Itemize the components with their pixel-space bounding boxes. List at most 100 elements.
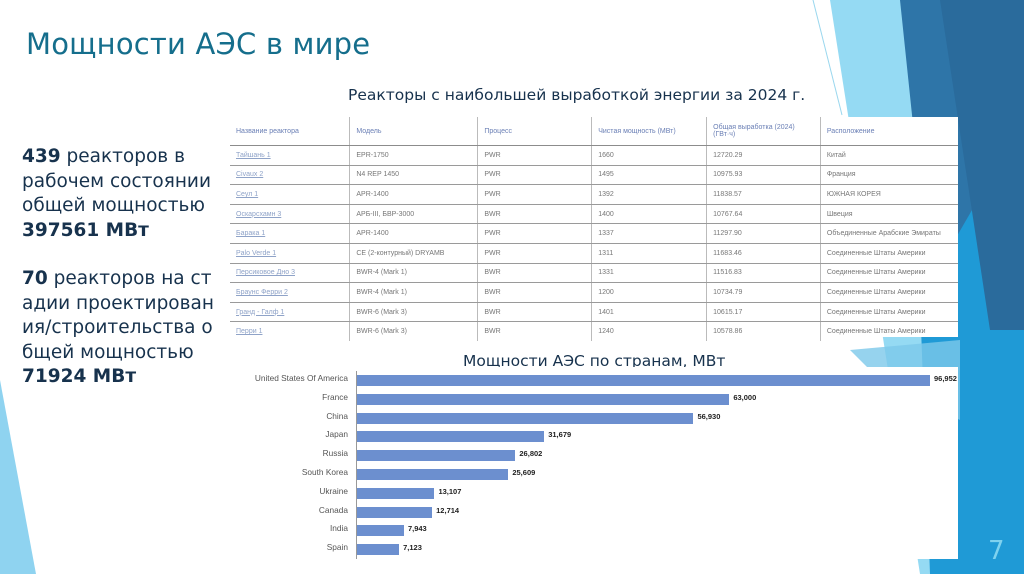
column-header[interactable]: Расположение	[819, 117, 958, 146]
category-label: Russia	[322, 448, 348, 459]
reactors-table: Название реактора Модель Процесс Чистая мощ…	[230, 117, 958, 341]
table-cell: 1311	[591, 243, 707, 264]
reactor-link[interactable]: Барака 1	[230, 223, 350, 244]
table-cell: 10578.86	[706, 321, 821, 341]
table-cell: 11838.57	[706, 184, 821, 205]
table-cell: 10734.79	[706, 282, 821, 303]
table-row: Перри 1 BWR-6 (Mark 3) BWR 1240 10578.86 Соед…	[230, 321, 958, 341]
table-cell: Соединенные Штаты Америки	[819, 263, 958, 284]
table-cell: Швеция	[819, 204, 958, 225]
bar	[357, 506, 433, 518]
planned-count: 70	[22, 268, 48, 289]
chart-row: Russia 26,802	[240, 446, 958, 465]
value-label: 7,123	[403, 543, 422, 553]
chart-row: Spain 7,123	[240, 540, 958, 559]
table-cell: Соединенные Штаты Америки	[819, 243, 958, 264]
table-cell: Соединенные Штаты Америки	[819, 321, 958, 341]
reactor-link[interactable]: Перри 1	[236, 328, 263, 336]
bar	[357, 375, 930, 386]
table-row: Palo Verde 1 CE (2-контурный) DRYAMB PWR 13…	[230, 243, 958, 264]
category-label: United States Of America	[254, 373, 348, 383]
table-row: Гранд - Галф 1 BWR-6 (Mark 3) BWR 1401 10615…	[230, 302, 958, 323]
table-cell: BWR	[477, 302, 592, 323]
bar	[357, 544, 400, 556]
column-header[interactable]: Общая выработка (2024) (ГВт·ч)	[706, 117, 821, 146]
bar	[357, 412, 694, 424]
chart-row: Japan 31,679	[240, 427, 958, 446]
chart-row: Canada 12,714	[240, 503, 958, 522]
column-header[interactable]: Процесс	[477, 117, 592, 146]
table-row: Барака 1 APR-1400 PWR 1337 11297.90 Объединен…	[230, 223, 958, 244]
reactor-link[interactable]: Civaux 2	[230, 165, 350, 186]
table-cell: 1392	[591, 184, 707, 205]
table-cell: BWR	[477, 282, 592, 303]
value-label: 96,952	[934, 374, 957, 383]
table-cell: Соединенные Штаты Америки	[819, 302, 958, 323]
chart-axis	[356, 371, 357, 559]
category-label: Spain	[326, 542, 348, 553]
table-cell: 1240	[591, 321, 707, 341]
table-cell: BWR-4 (Mark 1)	[349, 282, 478, 303]
table-cell: BWR-4 (Mark 1)	[349, 263, 478, 284]
operating-capacity: 397561 МВт	[22, 219, 149, 241]
category-label: France	[322, 391, 348, 402]
table-cell: EPR-1750	[349, 145, 478, 166]
table-cell: PWR	[477, 165, 592, 186]
table-header-row: Название реактора Модель Процесс Чистая мощ…	[230, 117, 958, 146]
table-cell: 12720.29	[706, 145, 821, 166]
table-cell: BWR-6 (Mark 3)	[349, 321, 478, 341]
column-header[interactable]: Модель	[349, 117, 478, 146]
table-row: Сеул 1 APR-1400 PWR 1392 11838.57 ЮЖНАЯ КОРЕЯ	[230, 184, 958, 205]
table-cell: 1200	[591, 282, 707, 303]
table-cell: PWR	[477, 243, 592, 264]
table-cell: PWR	[477, 184, 592, 205]
category-label: Japan	[325, 429, 348, 440]
bar	[357, 469, 509, 480]
table-cell: 10615.17	[706, 302, 821, 323]
table-cell: BWR	[477, 204, 592, 225]
table-row: Civaux 2 N4 REP 1450 PWR 1495 10975.93 Франци…	[230, 165, 958, 186]
planned-capacity: 71924 МВт	[22, 366, 137, 387]
reactor-link[interactable]: Сеул 1	[230, 184, 350, 205]
slide-title: Мощности АЭС в мире	[26, 27, 371, 61]
table-cell: 1660	[591, 145, 707, 166]
table-cell: N4 REP 1450	[349, 165, 478, 186]
table-row: Браунс Ферри 2 BWR-4 (Mark 1) BWR 1200 10734…	[230, 282, 958, 303]
chart-row: China 56,930	[240, 409, 958, 428]
table-cell: АРБ-III, БВР-3000	[349, 204, 478, 225]
table-cell: 1337	[591, 223, 707, 244]
reactor-link[interactable]: Palo Verde 1	[230, 243, 350, 264]
chart-row: Ukraine 13,107	[240, 484, 958, 503]
summary-stats: 439 реакторов в рабочем состоянии общей …	[22, 145, 222, 390]
table-cell: 11297.90	[706, 223, 821, 244]
reactor-link[interactable]: Оскарсхамн 3	[230, 204, 350, 225]
value-label: 63,000	[733, 392, 757, 402]
bar	[357, 450, 516, 462]
value-label: 56,930	[697, 411, 721, 421]
category-label: Canada	[318, 504, 348, 515]
reactor-link[interactable]: Персиковое Дно 3	[230, 263, 350, 284]
reactor-link[interactable]: Браунс Ферри 2	[230, 282, 350, 303]
bar	[357, 525, 404, 537]
operating-stat: 439 реакторов в рабочем состоянии общей …	[22, 145, 222, 243]
chart-title: Мощности АЭС по странам, МВт	[463, 352, 726, 370]
capacity-bar-chart: United States Of America 96,952 France 63,0…	[240, 367, 958, 559]
table-cell: Соединенные Штаты Америки	[819, 282, 958, 303]
bar	[357, 393, 730, 405]
column-header[interactable]: Название реактора	[230, 117, 350, 146]
table-cell: 10767.64	[706, 204, 821, 225]
table-cell: 1401	[591, 302, 707, 323]
table-body: Тайшань 1 EPR-1750 PWR 1660 12720.29 Китай Civ…	[230, 145, 958, 341]
table-cell: Франция	[819, 165, 958, 186]
bar	[357, 431, 545, 443]
category-label: China	[326, 410, 348, 421]
value-label: 26,802	[519, 449, 543, 459]
column-header[interactable]: Чистая мощность (МВт)	[591, 117, 707, 146]
reactor-link[interactable]: Тайшань 1	[230, 145, 350, 166]
page-number: 7	[988, 536, 1005, 566]
bar	[357, 487, 435, 499]
table-cell: PWR	[477, 223, 592, 244]
reactor-link[interactable]: Гранд - Галф 1	[230, 302, 350, 323]
table-cell: 1400	[591, 204, 707, 225]
table-cell: BWR	[477, 263, 592, 284]
